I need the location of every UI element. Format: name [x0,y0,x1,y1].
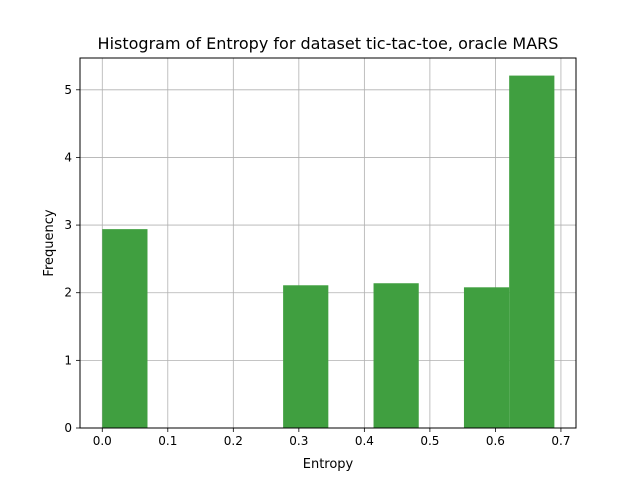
x-tick-label: 0.6 [486,434,505,448]
chart-title: Histogram of Entropy for dataset tic-tac… [98,34,559,53]
histogram-bar [102,229,148,428]
y-tick-label: 4 [64,150,72,164]
histogram-bar [373,283,419,428]
histogram-bar [463,287,510,428]
x-axis-ticks: 0.0 0.1 0.2 0.3 0.4 0.5 0.6 0.7 [93,428,570,448]
x-tick-label: 0.3 [289,434,308,448]
x-tick-label: 0.1 [158,434,177,448]
x-tick-label: 0.4 [355,434,374,448]
plot-frame [79,57,577,429]
y-axis-ticks: 0 1 2 3 4 5 [64,83,80,435]
bars-group [102,75,555,428]
x-tick-label: 0.7 [551,434,570,448]
histogram-bar [283,285,329,428]
x-tick-label: 0.0 [93,434,112,448]
x-tick-label: 0.2 [224,434,243,448]
x-tick-label: 0.5 [420,434,439,448]
y-tick-label: 3 [64,218,72,232]
y-axis-label: Frequency [42,209,57,276]
y-tick-label: 5 [64,83,72,97]
y-tick-label: 0 [64,421,72,435]
y-tick-label: 1 [64,353,72,367]
y-tick-label: 2 [64,286,72,300]
histogram-bar [509,75,555,428]
x-axis-label: Entropy [303,457,354,472]
